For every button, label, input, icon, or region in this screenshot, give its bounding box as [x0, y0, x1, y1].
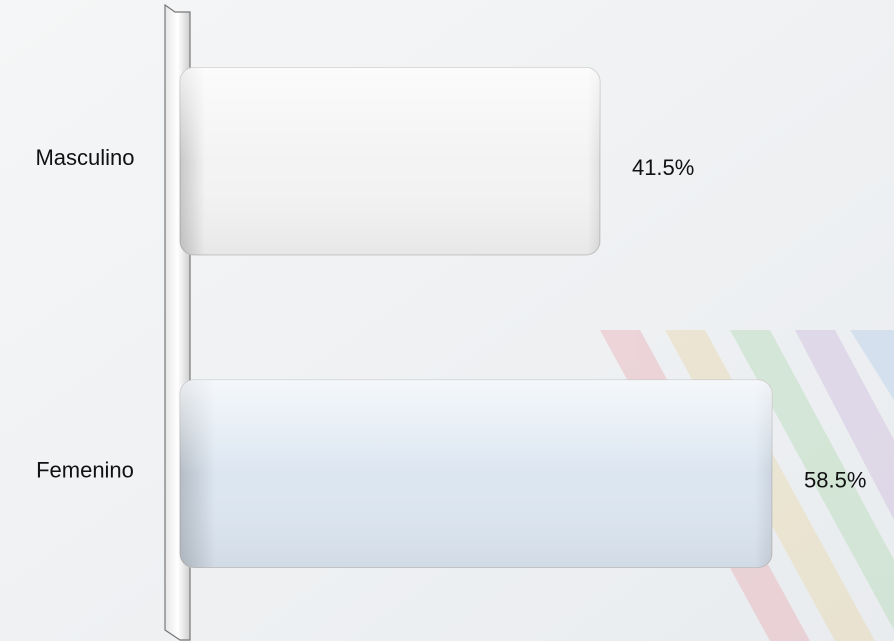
value-label: 58.5%	[804, 468, 866, 493]
category-label: Femenino	[36, 458, 134, 483]
category-label: Masculino	[35, 145, 134, 170]
bar-gloss	[180, 380, 772, 568]
plot-area: Masculino 41.5% Femenino 58.5%	[35, 67, 866, 568]
value-label: 41.5%	[632, 155, 694, 180]
bar-gloss	[180, 67, 600, 255]
